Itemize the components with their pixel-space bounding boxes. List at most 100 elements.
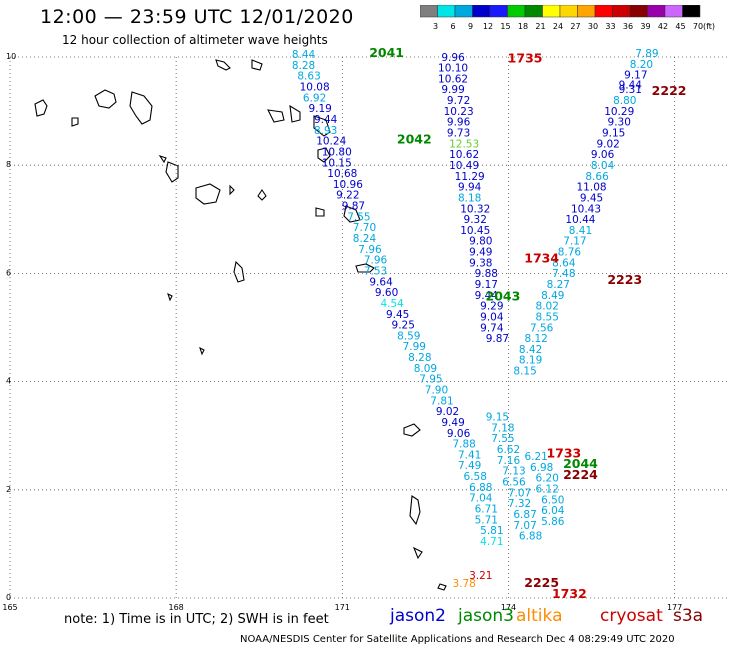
wave-height-label: 9.60 [375, 287, 398, 299]
wave-height-label: 7.95 [419, 374, 442, 386]
wave-height-label: 9.80 [469, 236, 492, 248]
legend-s3a: s3a [673, 606, 704, 626]
y-tick-label: 2 [6, 485, 11, 494]
y-tick-label: 8 [6, 160, 11, 169]
wave-height-label: 9.02 [436, 406, 459, 418]
x-tick-label: 174 [501, 603, 516, 612]
colorbar-swatch [629, 5, 648, 18]
colorbar-swatch [594, 5, 613, 18]
island-outline [412, 546, 423, 560]
island-outline [317, 147, 331, 163]
wave-height-label: 7.18 [491, 422, 514, 434]
colorbar-label: 36 [623, 22, 633, 31]
footer-note: note: 1) Time is in UTC; 2) SWH is in fe… [64, 612, 329, 627]
wave-height-label: 9.15 [602, 128, 625, 140]
colorbar-label: 70 [693, 22, 703, 31]
y-tick-label: 4 [6, 377, 11, 386]
colorbar-swatch [524, 5, 543, 18]
colorbar-label: 27 [570, 22, 580, 31]
pass-label: 2041 [369, 45, 404, 60]
wave-height-label: 8.09 [414, 363, 437, 375]
island-outline [34, 99, 48, 117]
legend-jason3: jason3 [458, 606, 514, 626]
colorbar-swatch [507, 5, 526, 18]
colorbar-swatch [472, 5, 491, 18]
wave-height-label: 9.96 [447, 117, 471, 129]
wave-height-label: 9.49 [441, 417, 464, 429]
wave-height-label: 7.55 [347, 211, 370, 223]
wave-height-label: 8.66 [585, 171, 609, 183]
wave-height-label: 6.56 [502, 476, 526, 488]
wave-height-label: 9.06 [591, 149, 615, 161]
wave-height-label: 8.04 [591, 160, 615, 172]
wave-height-label: 7.13 [502, 466, 525, 478]
wave-height-label: 8.59 [397, 330, 420, 342]
wave-height-label: 8.20 [630, 59, 653, 71]
x-tick-label: 171 [335, 603, 350, 612]
wave-height-label: 9.19 [308, 103, 331, 115]
wave-height-label: 9.87 [486, 333, 509, 345]
wave-height-label: 6.98 [530, 462, 553, 474]
wave-height-label: 7.07 [508, 487, 531, 499]
wave-height-label: 8.18 [458, 192, 481, 204]
pass-label: 2043 [486, 288, 521, 303]
wave-height-label: 9.44 [619, 79, 643, 91]
pass-label: 2225 [524, 575, 559, 590]
wave-height-label: 5.86 [541, 516, 565, 528]
wave-height-label: 7.07 [513, 520, 536, 532]
wave-height-label: 6.50 [541, 494, 564, 506]
wave-height-label: 8.49 [541, 290, 564, 302]
wave-height-label: 8.12 [524, 333, 547, 345]
wave-height-label: 7.53 [364, 265, 387, 277]
colorbar-label: 42 [658, 22, 668, 31]
colorbar-swatch [612, 5, 631, 18]
wave-height-label: 9.44 [475, 290, 499, 302]
wave-height-label: 7.56 [530, 322, 554, 334]
x-tick-label: 165 [2, 603, 17, 612]
wave-height-label: 10.43 [571, 203, 601, 215]
wave-height-label: 9.99 [441, 84, 464, 96]
colorbar-label: 33 [605, 22, 615, 31]
wave-height-label: 7.41 [458, 449, 481, 461]
island-outline [437, 583, 447, 591]
island-outline [315, 207, 325, 217]
colorbar-label: 21 [535, 22, 545, 31]
wave-height-label: 9.88 [475, 268, 498, 280]
wave-height-label: 10.29 [604, 106, 634, 118]
wave-height-label: 9.72 [447, 95, 470, 107]
wave-height-label: 10.68 [327, 168, 357, 180]
wave-height-label: 7.32 [508, 498, 531, 510]
island-outline [289, 104, 301, 123]
island-outline [313, 115, 331, 137]
wave-height-label: 9.45 [580, 192, 603, 204]
wave-height-label: 5.71 [475, 514, 498, 526]
colorbar-swatch [437, 5, 456, 18]
colorbar-swatch [664, 5, 683, 18]
wave-height-label: 10.15 [322, 157, 352, 169]
wave-height-label: 7.89 [635, 48, 658, 60]
wave-height-label: 6.71 [475, 504, 498, 516]
wave-height-label: 6.87 [513, 509, 536, 521]
island-outline [215, 59, 231, 71]
wave-height-label: 7.55 [491, 433, 514, 445]
pass-labels: 2041 1735 2222 2042 1734 2223 2043 173320442224… [369, 45, 686, 601]
island-outline [129, 91, 153, 125]
wave-height-label: 9.30 [608, 117, 631, 129]
colorbar-swatch [647, 5, 666, 18]
wave-height-label: 6.12 [536, 484, 559, 496]
wave-height-label: 7.16 [497, 455, 521, 467]
wave-height-label: 7.48 [552, 268, 575, 280]
wave-height-label: 8.55 [536, 311, 559, 323]
wave-height-label: 10.62 [449, 149, 479, 161]
wave-height-label: 6.04 [541, 505, 565, 517]
wave-height-label: 7.96 [358, 244, 382, 256]
island-outline [195, 183, 221, 205]
wave-height-label: 7.90 [425, 385, 448, 397]
wave-height-label: 8.42 [519, 344, 542, 356]
wave-height-label: 9.74 [480, 322, 504, 334]
wave-height-label: 3.21 [469, 570, 492, 582]
wave-height-label: 8.44 [292, 49, 316, 61]
wave-height-label: 4.54 [380, 298, 404, 310]
pass-label: 2044 [563, 456, 598, 471]
island-outline [158, 154, 167, 164]
